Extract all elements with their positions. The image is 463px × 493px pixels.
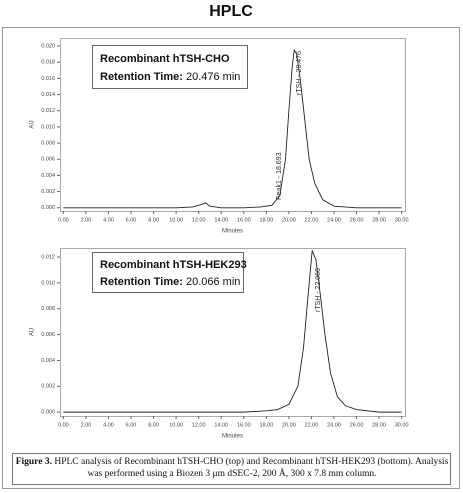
x-tick-label: 30.00: [395, 217, 409, 223]
x-axis-label: Minutes: [222, 434, 243, 440]
y-tick-label: 0.020: [41, 44, 55, 50]
x-tick-label: 20.00: [282, 422, 296, 428]
y-tick-label: 0.010: [41, 124, 55, 130]
retention-label: Retention Time:: [100, 276, 183, 288]
x-tick-label: 20.00: [282, 217, 296, 223]
y-tick-label: 0.018: [41, 60, 55, 66]
y-tick-label: 0.002: [41, 189, 55, 195]
caption-text: HPLC analysis of Recombinant hTSH-CHO (t…: [54, 457, 449, 479]
x-tick-label: 4.00: [103, 422, 114, 428]
x-tick-label: 22.00: [305, 422, 319, 428]
x-tick-label: 12.00: [192, 422, 206, 428]
x-tick-label: 0.00: [58, 422, 69, 428]
y-axis-label: AU: [30, 328, 36, 336]
retention-label: Retention Time:: [100, 71, 183, 83]
x-tick-label: 14.00: [214, 422, 228, 428]
x-tick-label: 12.00: [192, 217, 206, 223]
x-tick-label: 8.00: [148, 422, 159, 428]
retention-value: 20.476 min: [186, 71, 240, 83]
x-tick-label: 6.00: [126, 422, 137, 428]
x-tick-label: 16.00: [237, 217, 251, 223]
y-tick-label: 0.002: [41, 384, 55, 390]
y-tick-label: 0.004: [41, 358, 55, 364]
x-tick-label: 8.00: [148, 217, 159, 223]
y-tick-label: 0.008: [41, 306, 55, 312]
x-tick-label: 26.00: [350, 217, 364, 223]
retention-value: 20.066 min: [186, 276, 240, 288]
x-tick-label: 24.00: [327, 217, 341, 223]
retention: Retention Time: 20.476 min: [100, 71, 240, 83]
box-title: Recombinant hTSH-CHO: [100, 53, 230, 65]
header: HPLC: [209, 3, 253, 20]
y-tick-label: 0.008: [41, 141, 55, 147]
caption: Figure 3. HPLC analysis of Recombinant h…: [14, 456, 450, 480]
caption-label: Figure 3.: [15, 457, 52, 467]
y-tick-label: 0.000: [41, 205, 55, 211]
annotation-box: [92, 45, 248, 89]
y-tick-label: 0.012: [41, 108, 55, 114]
y-tick-label: 0.014: [41, 92, 55, 98]
y-axis-label: AU: [30, 120, 36, 128]
x-tick-label: 2.00: [81, 422, 92, 428]
x-tick-label: 18.00: [259, 422, 273, 428]
y-tick-label: 0.012: [41, 254, 55, 260]
y-tick-label: 0.006: [41, 157, 55, 163]
trace: [63, 48, 402, 209]
x-tick-label: 10.00: [169, 422, 183, 428]
annotation-box: [92, 252, 244, 293]
x-tick-label: 26.00: [350, 422, 364, 428]
retention: Retention Time: 20.066 min: [100, 276, 240, 288]
x-tick-label: 24.00: [327, 422, 341, 428]
y-tick-label: 0.006: [41, 332, 55, 338]
peak-label: rTSH - 22.066: [315, 268, 322, 312]
x-tick-label: 28.00: [372, 422, 386, 428]
x-tick-label: 2.00: [81, 217, 92, 223]
plot-frame: [60, 248, 406, 417]
x-tick-label: 0.00: [58, 217, 69, 223]
x-tick-label: 14.00: [214, 217, 228, 223]
box-title: Recombinant hTSH-HEK293: [100, 259, 247, 271]
x-axis-label: Minutes: [222, 229, 243, 235]
x-tick-label: 30.00: [395, 422, 409, 428]
plot-frame: [60, 38, 406, 212]
x-tick-label: 6.00: [126, 217, 137, 223]
peak-label: Peak1 - 18.693: [276, 152, 283, 200]
x-tick-label: 4.00: [103, 217, 114, 223]
y-tick-label: 0.000: [41, 410, 55, 416]
y-tick-label: 0.016: [41, 76, 55, 82]
x-tick-label: 16.00: [237, 422, 251, 428]
peak-label: rTSH - 20.476: [296, 51, 303, 95]
x-tick-label: 18.00: [259, 217, 273, 223]
y-tick-label: 0.004: [41, 173, 55, 179]
caption-border: [12, 453, 451, 485]
x-tick-label: 10.00: [169, 217, 183, 223]
x-tick-label: 28.00: [372, 217, 386, 223]
trace: [63, 250, 402, 413]
y-tick-label: 0.010: [41, 280, 55, 286]
outer-border: [2, 27, 460, 489]
x-tick-label: 22.00: [305, 217, 319, 223]
